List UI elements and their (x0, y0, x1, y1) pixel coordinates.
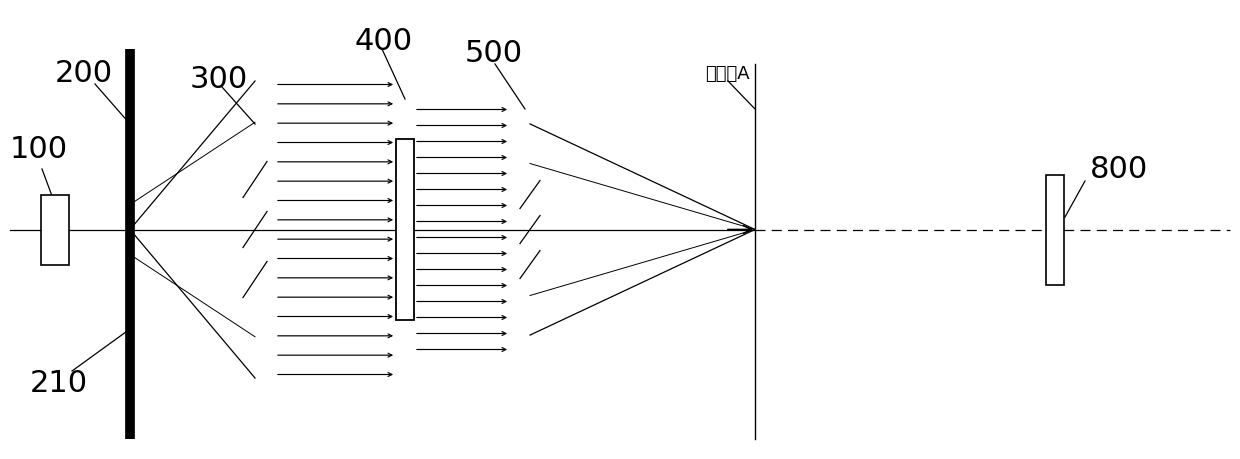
Text: 100: 100 (10, 134, 68, 163)
Text: 800: 800 (1090, 155, 1148, 184)
Text: 焦平面A: 焦平面A (706, 65, 750, 83)
Text: 300: 300 (190, 65, 248, 94)
Bar (1047, 174, 1064, 285)
Text: 200: 200 (55, 60, 113, 89)
Text: 400: 400 (355, 27, 413, 56)
Bar (396, 140, 414, 319)
Text: 210: 210 (30, 369, 88, 398)
Bar (41, 195, 69, 264)
Text: 500: 500 (465, 39, 523, 68)
